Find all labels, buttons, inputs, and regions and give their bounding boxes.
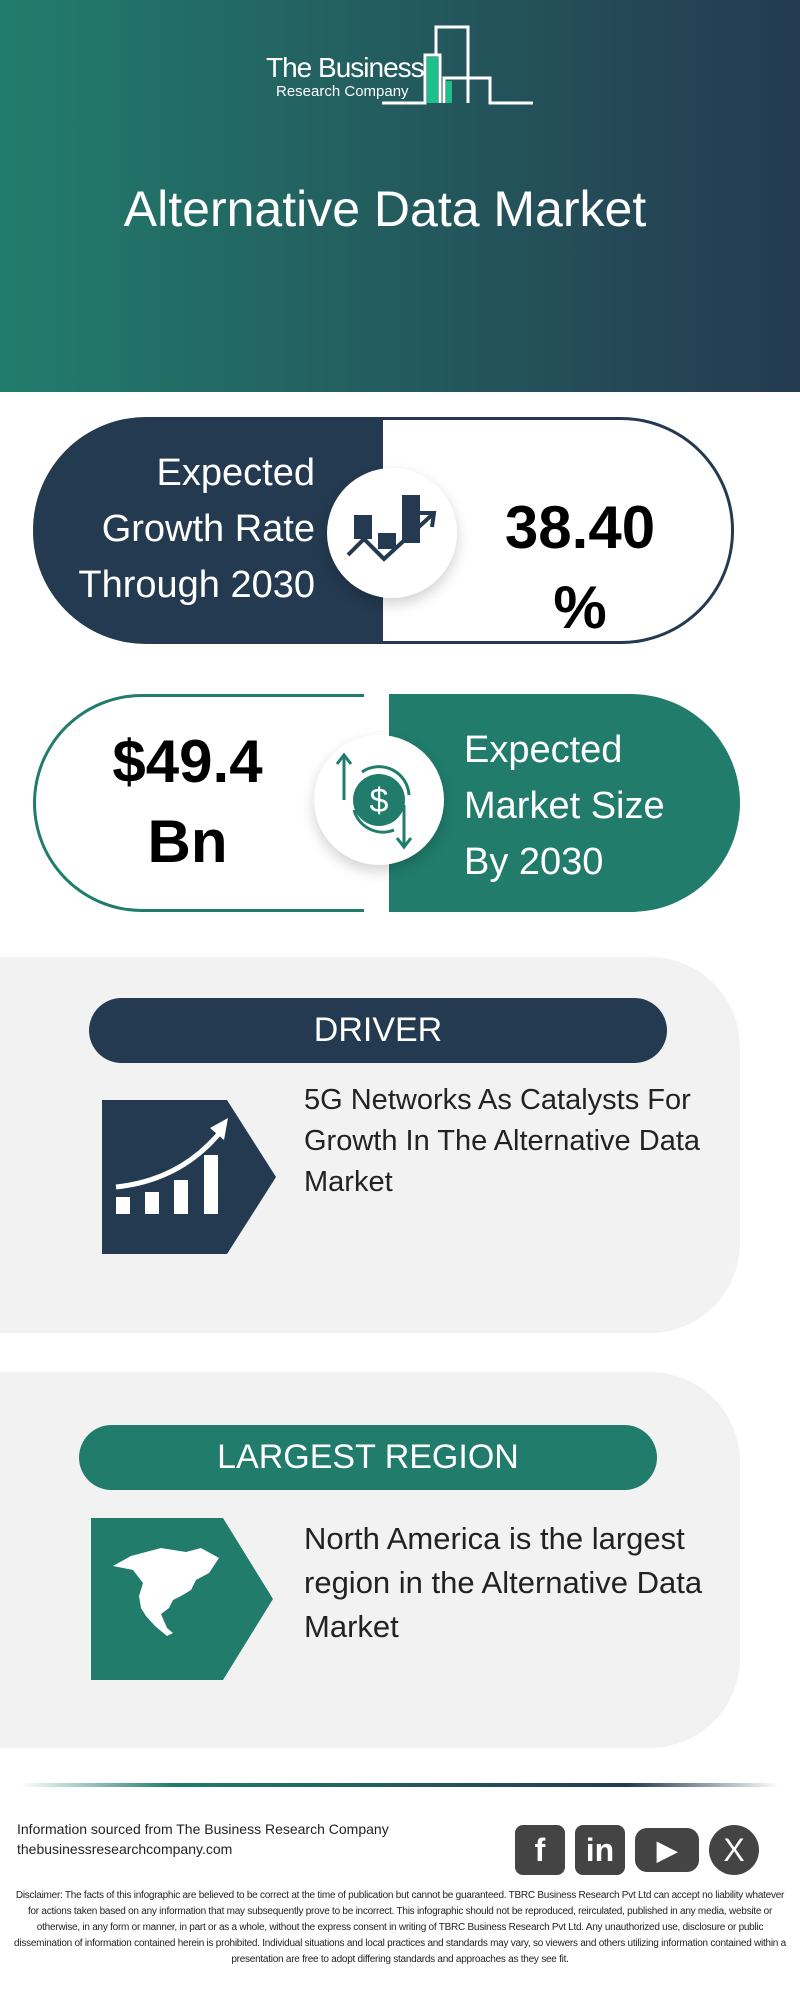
svg-text:$: $ (370, 782, 389, 820)
website-link[interactable]: thebusinessresearchcompany.com (17, 1841, 233, 1857)
market-label-panel (389, 694, 740, 912)
logo-text: The Business (266, 52, 425, 83)
market-label: Expected Market Size By 2030 (464, 729, 665, 883)
facebook-icon[interactable]: f (515, 1825, 565, 1875)
page-title: Alternative Data Market (123, 181, 647, 237)
growth-unit: % (553, 574, 607, 641)
social-links: f in ▶ X (515, 1825, 759, 1875)
logo-buildings-icon (382, 25, 533, 105)
market-number: $49.4 (112, 728, 263, 795)
youtube-icon[interactable]: ▶ (635, 1828, 699, 1872)
market-value-panel (33, 694, 364, 912)
growth-label-panel (33, 417, 383, 644)
dollar-exchange-icon: $ (314, 735, 444, 865)
growth-value: 38.40% (470, 488, 690, 648)
region-text: North America is the largest region in t… (304, 1521, 703, 1644)
growth-value-panel (383, 417, 734, 644)
rising-bars-icon (102, 1100, 276, 1254)
market-unit: Bn (147, 808, 228, 875)
growth-label: Expected Growth Rate Through 2030 (78, 452, 315, 606)
driver-heading: DRIVER (89, 998, 667, 1063)
growth-number: 38.40 (504, 494, 656, 561)
region-heading: LARGEST REGION (79, 1425, 657, 1490)
linkedin-icon[interactable]: in (575, 1825, 625, 1875)
market-value: $49.4 Bn (60, 722, 315, 882)
logo-subtext: Research Company (276, 83, 409, 100)
driver-text: 5G Networks As Catalysts For Growth In T… (304, 1084, 701, 1198)
disclaimer: Disclaimer: The facts of this infographi… (14, 1890, 786, 1965)
x-icon[interactable]: X (709, 1825, 759, 1875)
source-text: Information sourced from The Business Re… (17, 1821, 389, 1837)
footer-divider (20, 1783, 780, 1787)
north-america-map-icon (91, 1518, 273, 1680)
header-banner: The Business Research Company Alternativ… (0, 0, 800, 392)
growth-chart-icon (327, 468, 457, 598)
